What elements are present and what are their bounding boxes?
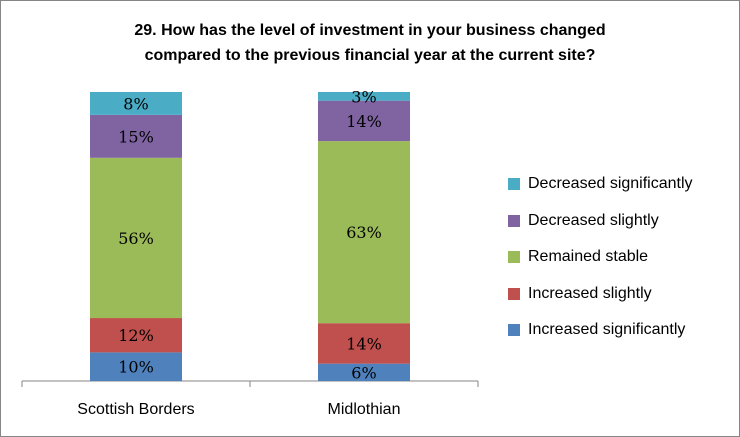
- chart-title-line-1: 29. How has the level of investment in y…: [134, 22, 606, 39]
- legend-label-increased-significantly: Increased significantly: [528, 321, 686, 339]
- data-label-scottish-borders-decreased-significantly: 8%: [123, 94, 148, 113]
- legend-swatch-increased-slightly: [508, 287, 520, 300]
- bar-scottish-borders-increased-slightly: [90, 318, 182, 353]
- chart-legend: Decreased significantly Decreased slightl…: [508, 166, 693, 349]
- data-label-scottish-borders-increased-slightly: 12%: [118, 326, 154, 345]
- data-label-midlothian-increased-slightly: 14%: [346, 334, 382, 353]
- legend-label-decreased-significantly: Decreased significantly: [528, 175, 693, 193]
- legend-swatch-decreased-slightly: [508, 214, 520, 227]
- legend-swatch-increased-significantly: [508, 324, 520, 337]
- bar-scottish-borders-increased-significantly: [90, 352, 182, 381]
- bar-midlothian-decreased-slightly: [318, 100, 410, 142]
- legend-label-decreased-slightly: Decreased slightly: [528, 211, 659, 229]
- bar-midlothian-decreased-significantly: [318, 92, 410, 101]
- data-label-scottish-borders-increased-significantly: 10%: [118, 358, 154, 377]
- data-label-midlothian-decreased-significantly: 3%: [351, 87, 376, 106]
- chart-title: 29. How has the level of investment in y…: [40, 18, 700, 68]
- bar-midlothian-remained-stable: [318, 141, 410, 324]
- legend-item-decreased-significantly: Decreased significantly: [508, 166, 693, 203]
- legend-swatch-decreased-significantly: [508, 178, 520, 191]
- legend-label-increased-slightly: Increased slightly: [528, 284, 652, 302]
- x-tick-label-midlothian: Midlothian: [328, 401, 401, 418]
- data-label-midlothian-remained-stable: 63%: [346, 223, 382, 242]
- legend-item-increased-slightly: Increased slightly: [508, 276, 693, 313]
- data-label-scottish-borders-decreased-slightly: 15%: [118, 127, 154, 146]
- bar-midlothian-increased-significantly: [318, 363, 410, 381]
- x-tick-label-scottish-borders: Scottish Borders: [77, 401, 194, 418]
- legend-item-increased-significantly: Increased significantly: [508, 312, 693, 349]
- bar-midlothian-increased-slightly: [318, 323, 410, 364]
- legend-item-decreased-slightly: Decreased slightly: [508, 203, 693, 240]
- bar-scottish-borders-decreased-significantly: [90, 92, 182, 115]
- data-label-scottish-borders-remained-stable: 56%: [118, 229, 154, 248]
- legend-swatch-remained-stable: [508, 251, 520, 264]
- legend-item-remained-stable: Remained stable: [508, 239, 693, 276]
- data-label-midlothian-decreased-slightly: 14%: [346, 112, 382, 131]
- bar-scottish-borders-decreased-slightly: [90, 114, 182, 158]
- chart-title-line-2: compared to the previous financial year …: [144, 47, 596, 64]
- data-label-midlothian-increased-significantly: 6%: [351, 363, 376, 382]
- legend-label-remained-stable: Remained stable: [528, 248, 649, 266]
- bar-scottish-borders-remained-stable: [90, 157, 182, 319]
